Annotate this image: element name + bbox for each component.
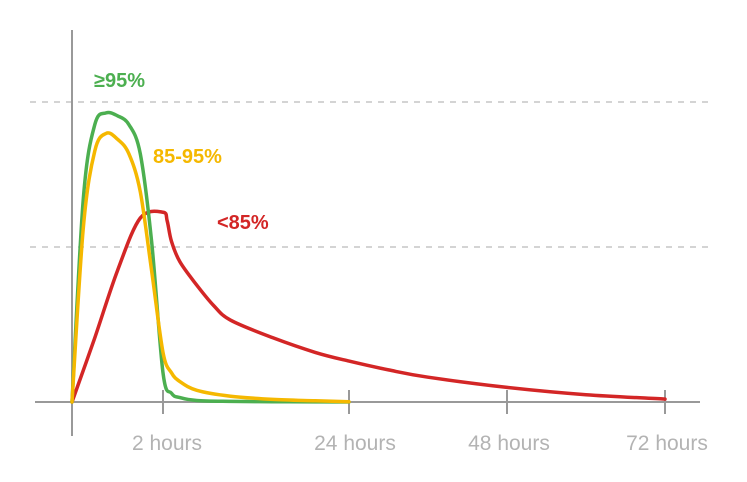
series-lines xyxy=(70,110,667,404)
series-line-ge95 xyxy=(70,110,351,404)
series-labels: ≥95% 85-95% <85% xyxy=(94,70,269,234)
series-line-lt85 xyxy=(70,209,667,404)
x-tick-label: 48 hours xyxy=(468,432,550,455)
x-tick-label: 72 hours xyxy=(626,432,708,455)
x-axis-ticks: 2 hours 24 hours 48 hours 72 hours xyxy=(132,390,708,455)
series-line-85-95 xyxy=(70,131,351,404)
x-tick-label: 24 hours xyxy=(314,432,396,455)
series-label-85-95: 85-95% xyxy=(153,146,222,168)
x-tick-label: 2 hours xyxy=(132,432,202,455)
grid-lines xyxy=(30,101,712,248)
series-label-ge95: ≥95% xyxy=(94,70,145,92)
series-label-lt85: <85% xyxy=(217,212,269,234)
